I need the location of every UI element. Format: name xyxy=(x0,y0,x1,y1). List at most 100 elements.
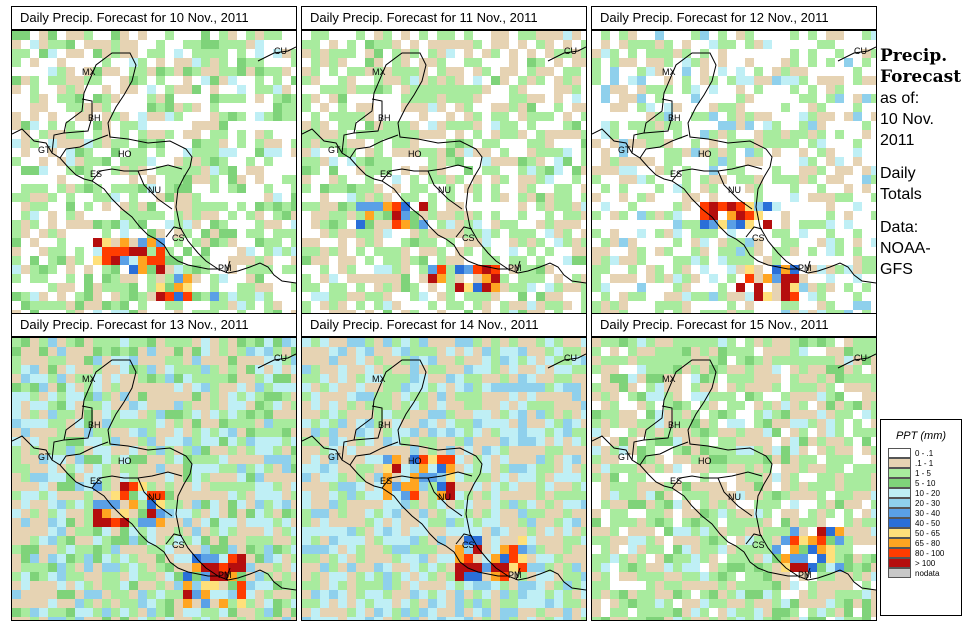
precip-map: MX BH GT HO ES NU CS PM CU xyxy=(301,30,587,314)
country-label: PM xyxy=(508,263,522,273)
asof-line1: as of: xyxy=(880,90,920,107)
legend-swatch xyxy=(888,488,911,498)
coastline xyxy=(302,128,586,284)
precip-map: MX BH GT HO ES NU CS PM CU xyxy=(11,30,297,314)
legend-item: 1 - 5 xyxy=(888,468,961,478)
country-label: ES xyxy=(380,476,392,486)
coastline xyxy=(12,128,296,284)
country-label: CS xyxy=(752,540,765,550)
country-border xyxy=(643,98,673,134)
legend-swatch xyxy=(888,498,911,508)
country-border xyxy=(59,441,109,466)
legend-label: 1 - 5 xyxy=(915,468,932,478)
country-label: NU xyxy=(438,492,451,502)
country-label: MX xyxy=(662,374,676,384)
yucatan-coastline xyxy=(631,359,799,577)
panel-title: Daily Precip. Forecast for 14 Nov., 2011 xyxy=(301,313,587,337)
forecast-panel: Daily Precip. Forecast for 12 Nov., 2011… xyxy=(591,6,877,314)
country-border xyxy=(137,170,173,210)
legend-swatch xyxy=(888,448,911,458)
country-label: GT xyxy=(328,452,341,462)
country-border xyxy=(717,477,753,517)
country-border xyxy=(381,164,473,182)
legend-item: 80 - 100 xyxy=(888,548,961,558)
country-label: HO xyxy=(118,456,132,466)
country-label: CU xyxy=(274,46,287,56)
country-label: MX xyxy=(82,67,96,77)
precip-grid xyxy=(592,31,876,313)
legend-item: 5 - 10 xyxy=(888,478,961,488)
country-label: HO xyxy=(118,149,132,159)
coastline xyxy=(302,435,586,591)
panel-title: Daily Precip. Forecast for 15 Nov., 2011 xyxy=(591,313,877,337)
legend-label: 40 - 50 xyxy=(915,518,940,528)
cuba-coastline xyxy=(257,46,296,62)
country-label: ES xyxy=(670,476,682,486)
country-border xyxy=(353,98,383,134)
legend-swatch xyxy=(888,508,911,518)
panel-title: Daily Precip. Forecast for 13 Nov., 2011 xyxy=(11,313,297,337)
country-border xyxy=(805,567,811,581)
country-border xyxy=(671,471,763,489)
country-border xyxy=(353,405,383,441)
legend-label: 30 - 40 xyxy=(915,508,940,518)
legend-item: 50 - 65 xyxy=(888,528,961,538)
yucatan-coastline xyxy=(51,359,219,577)
precip-grid xyxy=(592,338,876,620)
legend-swatch xyxy=(888,558,911,568)
legend-item: 30 - 40 xyxy=(888,508,961,518)
country-label: BH xyxy=(668,113,681,123)
panel-title: Daily Precip. Forecast for 10 Nov., 2011 xyxy=(11,6,297,30)
country-label: NU xyxy=(148,185,161,195)
country-label: CU xyxy=(854,46,867,56)
country-border xyxy=(717,170,753,210)
country-border xyxy=(455,533,473,545)
map-svg: MX BH GT HO ES NU CS PM CU xyxy=(592,31,876,313)
country-border xyxy=(515,567,521,581)
yucatan-coastline xyxy=(51,52,219,270)
precip-grid xyxy=(12,338,296,620)
country-label: NU xyxy=(728,492,741,502)
legend-swatch xyxy=(888,538,911,548)
country-border xyxy=(643,405,673,441)
asof-line2: 10 Nov. xyxy=(880,111,934,128)
country-label: PM xyxy=(218,570,232,580)
precip-map: MX BH GT HO ES NU CS PM CU xyxy=(591,337,877,621)
country-label: NU xyxy=(728,185,741,195)
country-label: NU xyxy=(148,492,161,502)
precip-grid xyxy=(302,338,586,620)
country-label: CS xyxy=(172,233,185,243)
country-label: MX xyxy=(372,374,386,384)
coastline xyxy=(592,128,876,284)
legend-item: 20 - 30 xyxy=(888,498,961,508)
country-border xyxy=(427,170,463,210)
precip-grid xyxy=(12,31,296,313)
map-svg: MX BH GT HO ES NU CS PM CU xyxy=(592,338,876,620)
country-border xyxy=(225,260,231,274)
legend-swatch xyxy=(888,478,911,488)
country-label: ES xyxy=(670,169,682,179)
country-border xyxy=(515,260,521,274)
legend-item: .1 - 1 xyxy=(888,458,961,468)
country-label: ES xyxy=(90,169,102,179)
country-border xyxy=(63,405,93,441)
country-border xyxy=(671,164,763,182)
data-line1: Data: xyxy=(880,219,919,236)
country-label: GT xyxy=(328,145,341,155)
country-label: GT xyxy=(618,452,631,462)
precip-map: MX BH GT HO ES NU CS PM CU xyxy=(591,30,877,314)
cuba-coastline xyxy=(257,353,296,369)
country-label: GT xyxy=(38,145,51,155)
forecast-panel: Daily Precip. Forecast for 10 Nov., 2011… xyxy=(11,6,297,314)
forecast-panel: Daily Precip. Forecast for 14 Nov., 2011… xyxy=(301,313,587,621)
map-svg: MX BH GT HO ES NU CS PM CU xyxy=(302,338,586,620)
map-svg: MX BH GT HO ES NU CS PM CU xyxy=(12,338,296,620)
country-border xyxy=(91,164,183,182)
legend-item: nodata xyxy=(888,568,961,578)
country-label: PM xyxy=(798,263,812,273)
cuba-coastline xyxy=(837,353,876,369)
country-border xyxy=(349,441,399,466)
legend-item: > 100 xyxy=(888,558,961,568)
legend-label: 10 - 20 xyxy=(915,488,940,498)
